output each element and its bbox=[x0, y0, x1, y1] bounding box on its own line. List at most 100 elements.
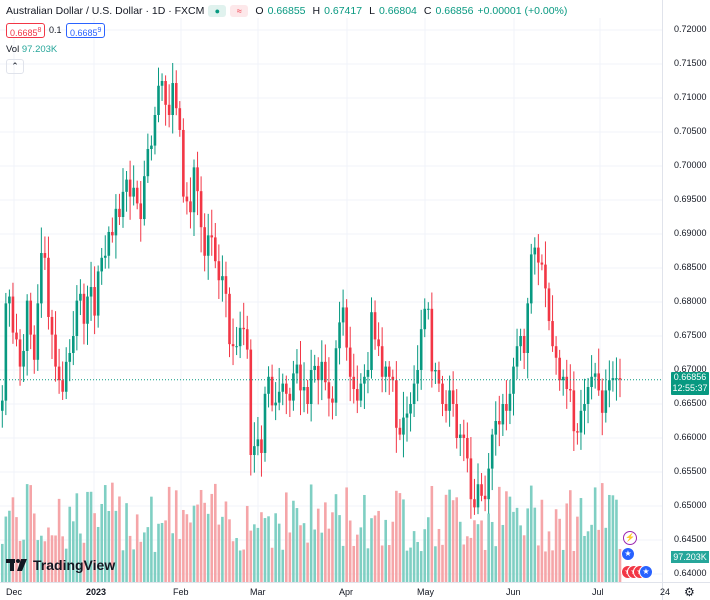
volume-bar bbox=[487, 513, 490, 582]
symbol-title[interactable]: Australian Dollar / U.S. Dollar · 1D · F… bbox=[6, 5, 205, 17]
volume-bar bbox=[331, 512, 334, 582]
x-tick-label: Apr bbox=[339, 587, 354, 597]
volume-bar bbox=[235, 537, 238, 582]
volume-bar bbox=[93, 513, 96, 582]
volume-bar bbox=[125, 503, 128, 582]
volume-bar bbox=[366, 548, 370, 582]
volume-bar bbox=[373, 515, 377, 582]
volume-bar bbox=[15, 517, 18, 582]
y-tick-label: 0.65500 bbox=[674, 466, 707, 476]
flag-au-icon-2[interactable]: ★ bbox=[639, 565, 653, 579]
high-label: H bbox=[312, 5, 321, 17]
volume-bar bbox=[89, 491, 93, 582]
volume-bar bbox=[32, 513, 36, 582]
candle-body bbox=[228, 293, 231, 345]
candle-body bbox=[270, 376, 274, 406]
candles bbox=[1, 62, 622, 519]
wave-icon[interactable]: ≈ bbox=[230, 5, 249, 17]
candle-body bbox=[199, 191, 203, 228]
volume-bar bbox=[1, 543, 4, 582]
volume-bar bbox=[334, 494, 338, 582]
volume-bar bbox=[458, 521, 462, 582]
volume-bar bbox=[103, 485, 107, 582]
candle-body bbox=[242, 327, 245, 330]
candle-body bbox=[462, 434, 466, 438]
candle-body bbox=[565, 376, 569, 390]
candle-body bbox=[36, 303, 40, 360]
candle-body bbox=[331, 398, 334, 403]
volume-bar bbox=[569, 490, 572, 582]
sell-price-button[interactable]: 0.66858 bbox=[6, 23, 46, 38]
volume-bar bbox=[256, 527, 260, 582]
candle-body bbox=[143, 176, 146, 220]
candle-body bbox=[50, 316, 54, 335]
volume-bar bbox=[57, 498, 61, 582]
candle-body bbox=[423, 308, 427, 330]
candle-body bbox=[593, 373, 597, 377]
candle-body bbox=[25, 300, 29, 351]
volume-bar bbox=[221, 516, 224, 582]
candle-body bbox=[561, 376, 565, 381]
candle-body bbox=[338, 322, 341, 349]
y-tick-label: 0.67000 bbox=[674, 364, 707, 374]
candle-body bbox=[263, 393, 267, 453]
volume-bar bbox=[583, 535, 586, 582]
candle-body bbox=[526, 303, 529, 353]
candle-body bbox=[437, 370, 441, 384]
volume-bar bbox=[554, 509, 558, 582]
candle-body bbox=[324, 361, 327, 383]
volume-bar bbox=[143, 532, 146, 582]
gear-icon[interactable]: ⚙ bbox=[684, 585, 695, 599]
flag-au-icon[interactable]: ★ bbox=[621, 547, 635, 561]
sell-price: 0.6685 bbox=[10, 28, 38, 38]
candle-body bbox=[590, 376, 593, 387]
last-price-value: 0.66856 bbox=[673, 372, 707, 382]
candle-body bbox=[206, 235, 210, 256]
volume-bar bbox=[50, 535, 54, 582]
candle-body bbox=[356, 389, 359, 401]
candle-body bbox=[359, 383, 363, 401]
volume-bar bbox=[295, 508, 299, 582]
volume-bar bbox=[292, 500, 295, 582]
volume-bar bbox=[437, 528, 441, 582]
volume-bar bbox=[608, 494, 611, 582]
candle-body bbox=[519, 336, 522, 347]
lightning-icon[interactable]: ⚡ bbox=[623, 531, 637, 545]
candle-body bbox=[494, 421, 498, 435]
candle-body bbox=[96, 271, 100, 316]
volume-bar bbox=[167, 486, 171, 582]
volume-bar bbox=[189, 522, 192, 582]
candle-body bbox=[22, 350, 25, 367]
volume-bar bbox=[466, 536, 469, 582]
candle-body bbox=[72, 336, 75, 353]
symbol-legend: Australian Dollar / U.S. Dollar · 1D · F… bbox=[6, 5, 567, 17]
candle-body bbox=[295, 364, 299, 374]
candle-body bbox=[554, 346, 558, 358]
candle-body bbox=[15, 332, 18, 340]
volume-bar bbox=[277, 523, 281, 582]
volume-bar bbox=[267, 516, 270, 582]
spread-value: 0.1 bbox=[49, 25, 62, 35]
candle-body bbox=[214, 237, 217, 262]
volume-bar bbox=[260, 512, 263, 582]
volume-bars bbox=[1, 482, 622, 582]
candle-body bbox=[466, 438, 469, 459]
low-value: 0.66804 bbox=[378, 5, 417, 17]
eye-icon[interactable]: ● bbox=[208, 5, 227, 17]
chevron-up-icon[interactable]: ⌃ bbox=[6, 59, 24, 74]
candle-body bbox=[146, 149, 150, 177]
y-tick-label: 0.69500 bbox=[674, 194, 707, 204]
candle-body bbox=[107, 231, 111, 256]
candle-body bbox=[4, 303, 8, 401]
volume-bar bbox=[253, 524, 256, 582]
buy-price-button[interactable]: 0.66859 bbox=[66, 23, 106, 38]
candle-body bbox=[576, 431, 579, 433]
close-label: C bbox=[423, 5, 432, 17]
candle-body bbox=[458, 434, 462, 438]
tradingview-logo[interactable]: TradingView bbox=[6, 557, 115, 573]
y-tick-label: 0.66500 bbox=[674, 398, 707, 408]
x-tick-label: Dec bbox=[6, 587, 23, 597]
volume-bar bbox=[263, 518, 267, 582]
